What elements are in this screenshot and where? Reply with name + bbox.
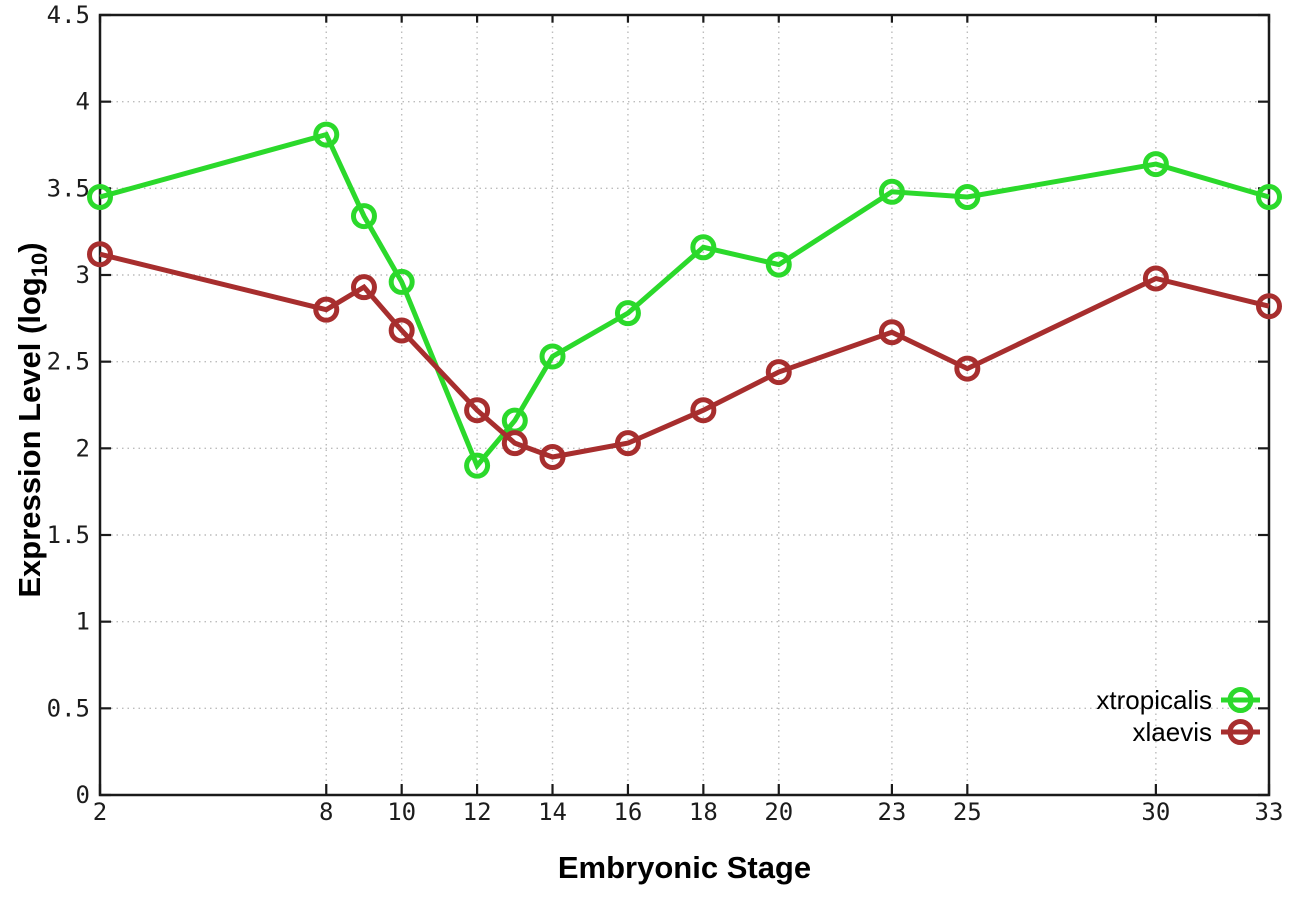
- y-tick-label: 0.5: [47, 694, 90, 722]
- x-tick-label: 16: [613, 798, 642, 826]
- data-point-xtropicalis: [87, 184, 113, 210]
- data-point-xtropicalis: [1256, 184, 1282, 210]
- y-tick-label: 3.5: [47, 174, 90, 202]
- y-tick-label: 1: [76, 608, 90, 636]
- y-tick-label: 2.5: [47, 348, 90, 376]
- legend-marker-xlaevis: [1227, 719, 1254, 745]
- data-point-xlaevis: [765, 359, 792, 386]
- x-tick-label: 33: [1255, 798, 1284, 826]
- data-point-xtropicalis: [878, 178, 905, 205]
- data-point-xtropicalis: [388, 268, 415, 295]
- data-point-xlaevis: [464, 397, 491, 424]
- data-point-xlaevis: [350, 274, 377, 301]
- data-point-xlaevis: [1142, 265, 1169, 292]
- data-point-xtropicalis: [313, 121, 340, 148]
- plot-border: [98, 13, 1271, 797]
- data-point-xtropicalis: [350, 203, 377, 230]
- y-axis-title: Expression Level (log10): [5, 170, 55, 670]
- x-tick-label: 30: [1141, 798, 1170, 826]
- x-tick-label: 23: [877, 798, 906, 826]
- data-point-xtropicalis: [464, 452, 491, 479]
- x-tick-label: 8: [319, 798, 333, 826]
- data-point-xlaevis: [614, 430, 641, 457]
- x-tick-label: 20: [764, 798, 793, 826]
- data-point-xtropicalis: [1142, 151, 1169, 178]
- x-tick-label: 25: [953, 798, 982, 826]
- y-tick-label: 4: [76, 88, 90, 116]
- x-tick-label: 18: [689, 798, 718, 826]
- x-axis-title: Embryonic Stage: [557, 850, 812, 885]
- y-tick-label: 3: [76, 261, 90, 289]
- y-tick-label: 4.5: [47, 1, 90, 29]
- legend-marker-xtropicalis: [1227, 687, 1254, 713]
- y-tick-label: 1.5: [47, 521, 90, 549]
- y-tick-label: 2: [76, 434, 90, 462]
- data-point-xlaevis: [313, 296, 340, 323]
- data-point-xlaevis: [690, 397, 717, 424]
- data-point-xlaevis: [539, 444, 566, 470]
- y-tick-label: 0: [76, 781, 90, 809]
- data-point-xlaevis: [388, 317, 415, 344]
- legend-label-xtropicalis: xtropicalis: [1096, 685, 1212, 715]
- x-tick-label: 2: [93, 798, 107, 826]
- x-tick-label: 12: [463, 798, 492, 826]
- data-point-xlaevis: [87, 241, 113, 268]
- y-axis-title-close: ): [12, 242, 47, 253]
- y-axis-title-subscript: 10: [27, 252, 53, 278]
- x-tick-label: 14: [538, 798, 567, 826]
- data-point-xlaevis: [1256, 293, 1282, 320]
- y-axis-title-text: Expression Level (log: [12, 277, 47, 598]
- data-point-xtropicalis: [690, 234, 717, 261]
- data-point-xtropicalis: [765, 251, 792, 278]
- series-line-xlaevis: [99, 251, 1270, 460]
- data-point-xtropicalis: [614, 300, 641, 327]
- data-point-xtropicalis: [954, 184, 981, 210]
- data-point-xlaevis: [501, 430, 528, 457]
- data-point-xlaevis: [954, 355, 981, 382]
- data-point-xtropicalis: [539, 343, 566, 370]
- legend-label-xlaevis: xlaevis: [1133, 717, 1212, 747]
- data-point-xlaevis: [878, 319, 905, 346]
- x-tick-label: 10: [387, 798, 416, 826]
